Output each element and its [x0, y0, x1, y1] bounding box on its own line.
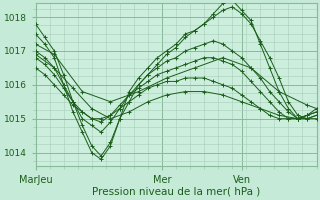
X-axis label: Pression niveau de la mer( hPa ): Pression niveau de la mer( hPa ): [92, 187, 260, 197]
